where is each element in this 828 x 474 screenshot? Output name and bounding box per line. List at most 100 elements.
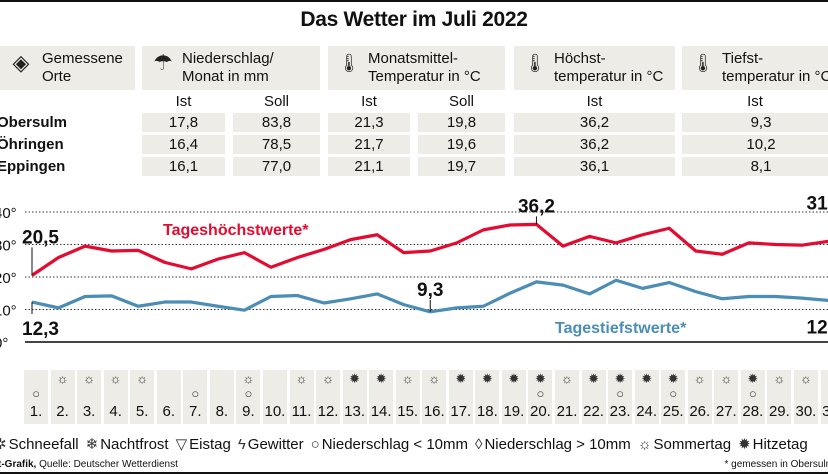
table-cell: 36,1 xyxy=(514,157,675,176)
hot-sun-icon: ✹ xyxy=(375,371,387,386)
subheader-ist: Ist xyxy=(175,93,192,110)
day-cell: ☼ ○ 9. xyxy=(236,370,261,424)
day-number: 23. xyxy=(609,403,631,420)
sun-icon: ☼ xyxy=(136,371,149,386)
legend-item: ◊ Niederschlag > 10mm xyxy=(475,436,631,453)
day-number: 20. xyxy=(530,403,551,420)
day-number: 10. xyxy=(264,403,286,420)
data-point xyxy=(615,242,617,244)
day-number: 16. xyxy=(423,403,445,420)
thermometer-icon: 🌡 xyxy=(691,53,715,73)
annotation-label: 20,5 xyxy=(22,227,59,248)
row-place: Eppingen xyxy=(0,158,66,175)
data-point xyxy=(350,298,352,300)
legend-label: Sommertag xyxy=(653,436,732,453)
footnote: * gemessen in Obersulm xyxy=(724,459,828,470)
day-cell: ✹ 13. xyxy=(342,370,367,424)
legend-label: Nachtfrost xyxy=(100,436,169,453)
data-point xyxy=(297,295,298,297)
day-cell: ✹ 19. xyxy=(501,370,526,424)
drop-icon: ○ xyxy=(669,386,678,401)
legend-item: ○ Niederschlag < 10mm xyxy=(311,436,468,453)
hot-sun-icon: ✹ xyxy=(614,371,626,386)
data-point xyxy=(535,281,537,283)
day-cell: ☼ 27. xyxy=(714,370,739,424)
legend-label: Niederschlag > 10mm xyxy=(484,436,631,453)
header-label: Höchst-temperatur in °C xyxy=(554,50,663,86)
header-line2: temperatur in °C xyxy=(554,68,664,85)
day-cell: ✹ ○ 25. xyxy=(661,370,686,424)
legend-label: Eistag xyxy=(189,436,231,453)
sun-icon: ☼ xyxy=(83,371,96,386)
hot-sun-icon: ✹ xyxy=(508,371,520,386)
day-cell: ☼ 15. xyxy=(395,370,420,424)
source-note: t-Grafik, Quelle: Deutscher Wetterdienst xyxy=(0,459,178,471)
day-number: 9. xyxy=(242,403,255,420)
subheader-ist: Ist xyxy=(361,93,377,110)
data-point xyxy=(509,224,511,226)
data-point xyxy=(297,257,298,258)
day-cell: ☼ 26. xyxy=(687,370,712,424)
data-point xyxy=(376,293,378,295)
data-point xyxy=(164,301,166,303)
drop-icon: ○ xyxy=(244,386,253,401)
day-number: 29. xyxy=(768,403,790,420)
hot-sun-icon: ✹ xyxy=(481,371,493,386)
sun-icon: ☼ xyxy=(693,371,706,386)
header-line2: temperatur in °C xyxy=(722,68,828,85)
y-tick-label: 20° xyxy=(0,270,17,287)
day-number: 18. xyxy=(476,403,498,420)
hot-sun-icon: ✹ xyxy=(349,371,361,386)
data-point xyxy=(217,305,219,307)
table-cell: 21,7 xyxy=(328,135,410,154)
table-cell: 8,1 xyxy=(682,157,828,176)
legend-label: Hitzetag xyxy=(752,436,808,453)
day-number: 13. xyxy=(344,403,366,420)
data-point xyxy=(323,302,325,304)
day-cell: ☼ 16. xyxy=(422,370,447,424)
table-cell: 78,5 xyxy=(233,135,320,154)
sun-icon: ☼ xyxy=(295,371,308,386)
day-cell: ☼ 12. xyxy=(316,370,341,424)
sun-icon: ☼ xyxy=(242,371,255,386)
day-cell: ☼ 21. xyxy=(555,370,579,424)
day-number: 30. xyxy=(795,403,817,420)
header-line2: Orte xyxy=(42,68,72,85)
table-cell: 19,7 xyxy=(418,157,505,176)
sun-icon: ☼ xyxy=(109,371,122,386)
day-number: 24. xyxy=(636,403,658,420)
table-cell: 10,2 xyxy=(682,135,828,154)
header-0: ◈ Gemessene Orte xyxy=(0,46,135,90)
table-cell: 19,6 xyxy=(418,135,505,154)
table-cell: 16,1 xyxy=(142,157,225,176)
sun-icon: ☼ xyxy=(401,371,414,386)
header-3: 🌡 Höchst-temperatur in °C xyxy=(514,46,675,90)
subheader-soll: Soll xyxy=(263,93,289,110)
day-cell: ✹ 24. xyxy=(634,370,659,424)
drop-icon: ○ xyxy=(191,386,200,401)
day-cell: ✹ ○ 28. xyxy=(740,370,765,424)
data-point xyxy=(695,291,697,293)
y-tick-label: 0° xyxy=(0,335,8,350)
day-number: 19. xyxy=(503,403,525,420)
day-number: 22. xyxy=(583,403,604,420)
table-cell: 21,3 xyxy=(328,113,410,132)
day-number: 8. xyxy=(215,403,229,420)
row-place: Obersulm xyxy=(0,114,68,131)
rain-cloud-icon: ☂ xyxy=(153,50,173,75)
annotation-label: 12,8 xyxy=(807,317,828,338)
ice-day-icon: ▽ xyxy=(175,436,188,453)
annotation-label: 12,3 xyxy=(22,319,59,340)
data-point xyxy=(456,307,458,309)
day-cell: ☼ 11. xyxy=(289,370,314,424)
data-point xyxy=(190,301,192,303)
data-point xyxy=(164,261,166,263)
top-rule xyxy=(0,0,828,2)
day-number: 26. xyxy=(689,403,711,420)
day-number: 6. xyxy=(162,403,175,420)
sun-icon: ☼ xyxy=(821,372,828,385)
table-cell: 16,4 xyxy=(142,135,225,154)
legend-item: ϟ Gewitter xyxy=(238,436,304,453)
data-point xyxy=(270,266,272,268)
header-label: Tiefst-temperatur in °C xyxy=(722,50,828,86)
